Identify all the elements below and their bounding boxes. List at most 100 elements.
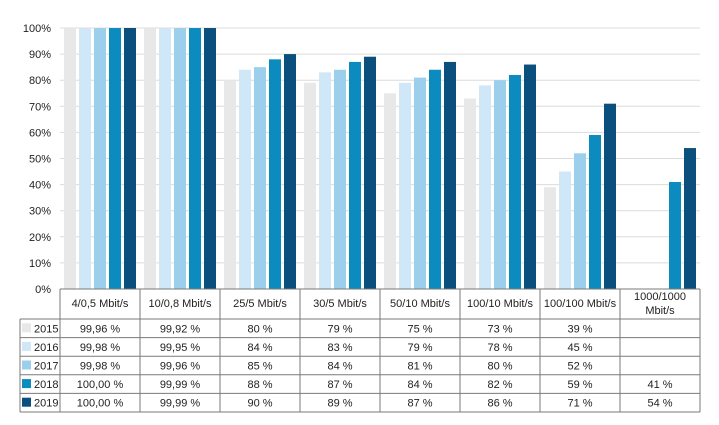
- table-cell: 84 %: [327, 361, 352, 373]
- table-cell: 90 %: [247, 398, 272, 410]
- table-cell: 88 %: [247, 379, 272, 391]
- table-cell: 84 %: [247, 342, 272, 354]
- bar-2018-5: [429, 69, 441, 289]
- category-label: 50/10 Mbit/s: [390, 298, 450, 310]
- table-cell: 54 %: [647, 398, 672, 410]
- bars: [64, 28, 696, 290]
- y-tick-label: 100%: [23, 23, 51, 35]
- table-cell: 79 %: [327, 323, 352, 335]
- table-cell: 71 %: [567, 398, 592, 410]
- y-tick-label: 10%: [29, 258, 51, 270]
- legend-label-2019: 2019: [34, 398, 58, 410]
- bar-2017-4: [334, 69, 346, 289]
- table-cell: 86 %: [487, 398, 512, 410]
- table-cell: 99,95 %: [160, 342, 201, 354]
- table-cell: 59 %: [567, 379, 592, 391]
- y-tick-label: 20%: [29, 232, 51, 244]
- bar-2016-1: [79, 28, 91, 290]
- y-axis: 0% 10% 20% 30% 40% 50% 60% 70% 80% 90% 100%: [23, 23, 51, 296]
- table-cell: 75 %: [407, 323, 432, 335]
- bar-2016-6: [479, 85, 491, 289]
- bar-2016-3: [239, 69, 251, 289]
- y-tick-label: 50%: [29, 154, 51, 166]
- bar-2017-6: [494, 80, 506, 289]
- table-cell: 79 %: [407, 342, 432, 354]
- bar-2015-6: [464, 98, 476, 289]
- legend-swatch-2017: [22, 360, 31, 370]
- bar-2015-2: [144, 28, 156, 289]
- category-label: 30/5 Mbit/s: [313, 298, 367, 310]
- table-cell: 81 %: [407, 361, 432, 373]
- y-tick-label: 90%: [29, 49, 51, 61]
- table-cell: 99,98 %: [80, 361, 121, 373]
- bar-2019-2: [204, 28, 216, 290]
- legend-label-2015: 2015: [34, 323, 58, 335]
- table-cell: 99,96 %: [80, 323, 121, 335]
- bar-2017-3: [254, 67, 266, 290]
- bar-2019-6: [524, 64, 536, 289]
- bar-2016-7: [559, 171, 571, 289]
- bar-2019-7: [604, 103, 616, 289]
- bar-2017-1: [94, 28, 106, 290]
- bar-2019-1: [124, 28, 136, 289]
- table-cell: 85 %: [247, 361, 272, 373]
- table-cell: 87 %: [407, 398, 432, 410]
- bar-2016-4: [319, 72, 331, 290]
- data-table: 4/0,5 Mbit/s 10/0,8 Mbit/s 25/5 Mbit/s 30/5…: [19, 288, 701, 413]
- y-tick-label: 40%: [29, 180, 51, 192]
- y-tick-label: 30%: [29, 206, 51, 218]
- legend-label-2016: 2016: [34, 342, 58, 354]
- bar-2015-5: [384, 93, 396, 289]
- bar-2016-5: [399, 82, 411, 289]
- bar-2017-2: [174, 28, 186, 289]
- bar-2015-3: [224, 80, 236, 289]
- legend-label-2018: 2018: [34, 379, 58, 391]
- table-cell: 45 %: [567, 342, 592, 354]
- table-cell: 89 %: [327, 398, 352, 410]
- category-label: 1000/1000: [634, 291, 686, 303]
- table-cell: 87 %: [327, 379, 352, 391]
- category-label: 25/5 Mbit/s: [233, 298, 287, 310]
- table-cell: 80 %: [247, 323, 272, 335]
- bar-2018-8: [669, 181, 681, 289]
- bar-2018-1: [109, 28, 121, 289]
- category-label: 4/0,5 Mbit/s: [72, 298, 129, 310]
- bar-2018-3: [269, 59, 281, 289]
- bar-2018-6: [509, 74, 521, 289]
- table-cell: 73 %: [487, 323, 512, 335]
- bar-2019-8: [684, 148, 696, 289]
- table-cell: 78 %: [487, 342, 512, 354]
- table-cell: 39 %: [567, 323, 592, 335]
- y-tick-label: 70%: [29, 101, 51, 113]
- legend-swatch-2019: [22, 397, 31, 407]
- table-cell: 82 %: [487, 379, 512, 391]
- legend-swatch-2018: [22, 379, 31, 389]
- bar-2017-7: [574, 153, 586, 289]
- bar-2017-5: [414, 77, 426, 289]
- bar-2018-7: [589, 135, 601, 289]
- legend-swatch-2016: [22, 341, 31, 351]
- bar-2019-3: [284, 54, 296, 289]
- bar-2019-4: [364, 56, 376, 290]
- table-cell: 99,96 %: [160, 361, 201, 373]
- y-tick-label: 0%: [35, 284, 51, 296]
- category-label: 10/0,8 Mbit/s: [149, 298, 212, 310]
- legend-label-2017: 2017: [34, 361, 58, 373]
- y-tick-label: 80%: [29, 75, 51, 87]
- bar-2018-2: [189, 28, 201, 290]
- table-cell: 99,99 %: [160, 379, 201, 391]
- category-label: 100/10 Mbit/s: [467, 298, 534, 310]
- bar-2018-4: [349, 61, 361, 290]
- y-tick-label: 60%: [29, 127, 51, 139]
- table-cell: 99,98 %: [80, 342, 121, 354]
- table-cell: 84 %: [407, 379, 432, 391]
- table-cell: 80 %: [487, 361, 512, 373]
- bar-2015-4: [304, 82, 316, 289]
- table-cell: 52 %: [567, 361, 592, 373]
- table-cell: 100,00 %: [77, 398, 124, 410]
- category-label: Mbit/s: [645, 305, 675, 317]
- category-label: 100/100 Mbit/s: [544, 298, 617, 310]
- bar-2016-2: [159, 28, 171, 290]
- legend-swatch-2015: [22, 323, 31, 333]
